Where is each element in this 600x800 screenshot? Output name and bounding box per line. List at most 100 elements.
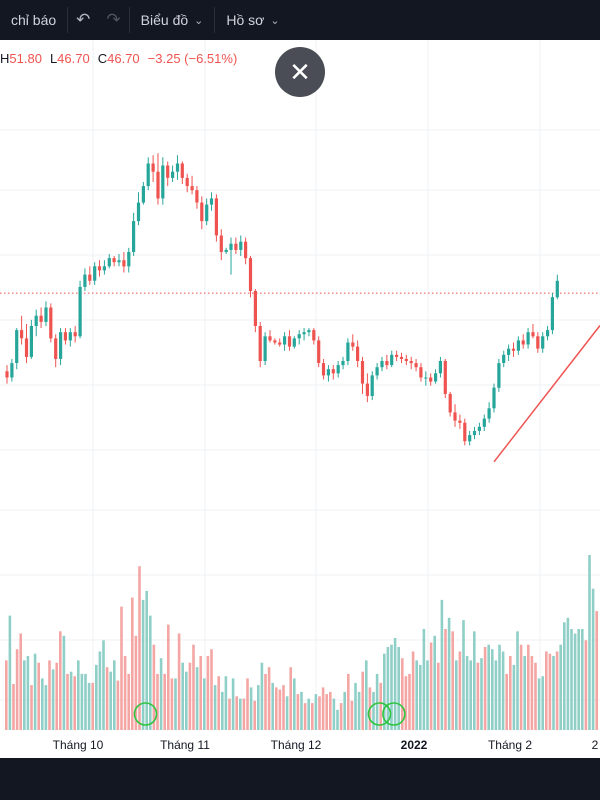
candle xyxy=(185,173,189,193)
volume-series xyxy=(5,555,598,730)
candle xyxy=(88,266,92,285)
volume-bar xyxy=(329,691,332,730)
candle-body xyxy=(44,307,48,322)
candle xyxy=(112,256,116,267)
candle xyxy=(97,260,102,277)
candle xyxy=(239,235,243,257)
candle-body xyxy=(195,190,199,203)
volume-bar xyxy=(509,656,512,730)
candle-body xyxy=(365,383,369,396)
volume-bar xyxy=(19,633,22,730)
volume-bar xyxy=(105,667,109,730)
volume-bar xyxy=(476,662,480,730)
chart-area[interactable] xyxy=(0,40,600,758)
candle-body xyxy=(321,363,326,376)
candle-body xyxy=(63,332,67,341)
volume-bar xyxy=(210,649,213,730)
volume-bar xyxy=(339,703,343,730)
undo-button[interactable]: ↶ xyxy=(68,0,98,40)
volume-bar xyxy=(167,624,170,730)
volume-bar xyxy=(145,590,148,730)
candle xyxy=(516,336,520,355)
volume-bar xyxy=(55,662,58,730)
volume-bar xyxy=(264,673,267,730)
candle xyxy=(175,155,180,180)
volume-bar xyxy=(134,635,138,730)
candle xyxy=(438,356,442,378)
candle-body xyxy=(229,243,233,250)
volume-bar xyxy=(465,656,469,730)
candle xyxy=(312,328,316,345)
candle xyxy=(351,334,355,351)
candle-body xyxy=(146,163,150,187)
volume-bar xyxy=(12,684,15,730)
candle xyxy=(502,350,506,368)
volume-bar xyxy=(343,691,346,730)
candle xyxy=(278,338,282,347)
candle xyxy=(5,365,9,384)
candle-body xyxy=(409,361,413,364)
candle-body xyxy=(307,330,311,333)
x-tick-label: Tháng 11 xyxy=(160,738,210,752)
candle xyxy=(434,369,438,384)
volume-bar xyxy=(595,611,598,730)
redo-button[interactable]: ↷ xyxy=(98,0,128,40)
candle-body xyxy=(395,354,399,357)
close-button[interactable]: ✕ xyxy=(275,47,325,97)
candle-body xyxy=(141,186,145,203)
volume-bar xyxy=(372,691,375,730)
volume-bar xyxy=(66,673,69,730)
volume-bar xyxy=(185,671,188,730)
volume-bar xyxy=(357,691,361,730)
volume-bar xyxy=(239,698,242,730)
volume-bar xyxy=(437,662,440,730)
candle-body xyxy=(390,354,394,366)
candle xyxy=(39,307,43,329)
indicators-button[interactable]: chỉ báo xyxy=(0,0,67,40)
volume-bar xyxy=(379,682,382,730)
candle-body xyxy=(161,165,165,199)
volume-bar xyxy=(303,703,307,730)
candle-body xyxy=(209,198,214,205)
candle xyxy=(331,365,335,380)
volume-bar xyxy=(487,644,490,730)
candle-body xyxy=(399,356,404,359)
candle xyxy=(468,430,472,446)
candle-body xyxy=(458,420,462,423)
volume-bar xyxy=(383,653,386,730)
volume-bar xyxy=(296,694,300,730)
candle xyxy=(10,358,14,382)
event-marker xyxy=(382,702,406,726)
volume-bar xyxy=(23,660,26,730)
candle-body xyxy=(468,435,472,442)
volume-bar xyxy=(581,629,584,730)
candle xyxy=(29,319,33,359)
candle xyxy=(492,383,496,413)
chart-menu-button[interactable]: Biểu đồ ⌄ xyxy=(130,0,215,40)
volume-bar xyxy=(555,651,559,730)
volume-bar xyxy=(188,662,192,730)
volume-bar xyxy=(494,660,498,730)
volume-bar xyxy=(131,597,134,730)
candle xyxy=(317,336,321,368)
candle-body xyxy=(156,171,160,199)
volume-bar xyxy=(570,629,573,730)
candle-body xyxy=(273,340,277,343)
candle-body xyxy=(419,367,423,378)
candle-body xyxy=(404,358,408,361)
profile-menu-button[interactable]: Hồ sơ ⌄ xyxy=(215,0,290,40)
volume-bar xyxy=(235,696,238,730)
volume-bar xyxy=(566,617,570,730)
candle-body xyxy=(68,332,72,341)
toolbar-divider xyxy=(214,7,216,33)
candle xyxy=(122,251,126,273)
candle-body xyxy=(122,260,126,267)
redo-icon: ↷ xyxy=(106,10,121,29)
volume-bar xyxy=(177,633,181,730)
volume-bar xyxy=(174,678,177,730)
volume-bar xyxy=(48,660,51,730)
candle-body xyxy=(385,361,389,366)
volume-bar xyxy=(267,667,271,730)
candle-body xyxy=(492,387,496,409)
